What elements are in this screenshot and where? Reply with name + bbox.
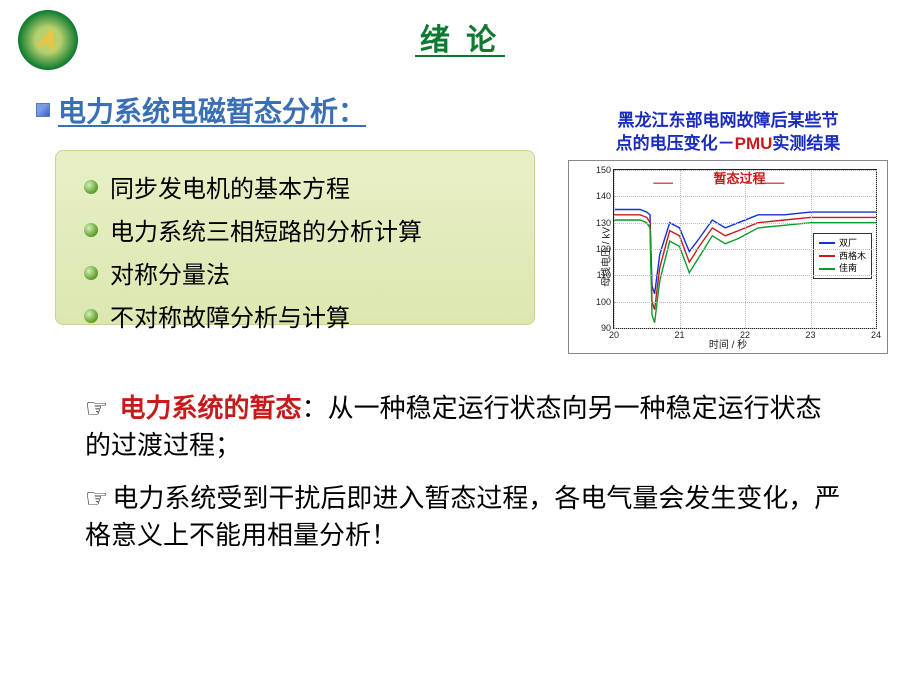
- list-item-text: 同步发电机的基本方程: [110, 169, 350, 204]
- y-tick-label: 150: [596, 165, 611, 175]
- plot-area: 暂态过程 双厂西格木佳南 901001101201301401502021222…: [613, 169, 877, 329]
- list-item-text: 电力系统三相短路的分析计算: [110, 212, 422, 247]
- list-item: 同步发电机的基本方程: [84, 169, 524, 204]
- grid-line: [680, 170, 681, 328]
- chart-title-line1: 黑龙江东部电网故障后某些节: [618, 111, 839, 130]
- list-item: 不对称故障分析与计算: [84, 298, 524, 333]
- bullet-icon: [84, 266, 98, 280]
- list-item: 对称分量法: [84, 255, 524, 290]
- pointer-icon: ☞: [85, 483, 108, 513]
- chart-title-line2-post: 实测结果: [772, 134, 840, 153]
- section-heading: 电力系统电磁暂态分析：: [58, 90, 366, 130]
- bullet-icon: [84, 180, 98, 194]
- x-tick-label: 23: [805, 330, 815, 340]
- paragraph-1: ☞ 电力系统的暂态：从一种稳定运行状态向另一种稳定运行状态的过渡过程；: [85, 390, 845, 464]
- topics-box: 同步发电机的基本方程 电力系统三相短路的分析计算 对称分量法 不对称故障分析与计…: [55, 150, 535, 325]
- paragraph-2-text: 电力系统受到干扰后即进入暂态过程，各电气量会发生变化，严格意义上不能用相量分析！: [85, 483, 840, 550]
- y-tick-label: 140: [596, 191, 611, 201]
- grid-line: [614, 328, 876, 329]
- x-tick-label: 22: [740, 330, 750, 340]
- grid-line: [876, 170, 877, 328]
- list-item-text: 对称分量法: [110, 255, 230, 290]
- y-tick-label: 100: [596, 297, 611, 307]
- logo-glyph: [27, 19, 70, 62]
- y-tick-label: 120: [596, 244, 611, 254]
- grid-line: [614, 170, 615, 328]
- section-heading-row: 电力系统电磁暂态分析：: [36, 90, 366, 130]
- grid-line: [745, 170, 746, 328]
- chart-title-line2-pre: 点的电压变化－: [616, 134, 735, 153]
- chart-title-key: PMU: [735, 134, 773, 153]
- x-tick-label: 20: [609, 330, 619, 340]
- title-underline: [415, 55, 505, 57]
- section-bullet-icon: [36, 103, 50, 117]
- bullet-icon: [84, 223, 98, 237]
- x-tick-label: 21: [674, 330, 684, 340]
- paragraph-1-key: 电力系统的暂态: [120, 393, 302, 423]
- list-item-text: 不对称故障分析与计算: [110, 298, 350, 333]
- x-tick-label: 24: [871, 330, 881, 340]
- list-item: 电力系统三相短路的分析计算: [84, 212, 524, 247]
- chart-box: 母线电压 / kV 时间 / 秒 暂态过程 双厂西格木佳南 9010011012…: [568, 160, 888, 354]
- paragraph-2: ☞电力系统受到干扰后即进入暂态过程，各电气量会发生变化，严格意义上不能用相量分析…: [85, 480, 845, 554]
- y-tick-label: 110: [597, 270, 611, 280]
- chart-area: 黑龙江东部电网故障后某些节 点的电压变化－PMU实测结果 母线电压 / kV 时…: [568, 110, 888, 354]
- chart-title: 黑龙江东部电网故障后某些节 点的电压变化－PMU实测结果: [568, 110, 888, 156]
- pointer-icon: ☞: [85, 393, 108, 423]
- grid-line: [811, 170, 812, 328]
- bullet-icon: [84, 309, 98, 323]
- y-tick-label: 130: [596, 218, 611, 228]
- slide-title: 绪 论: [420, 15, 500, 59]
- university-logo: [18, 10, 78, 70]
